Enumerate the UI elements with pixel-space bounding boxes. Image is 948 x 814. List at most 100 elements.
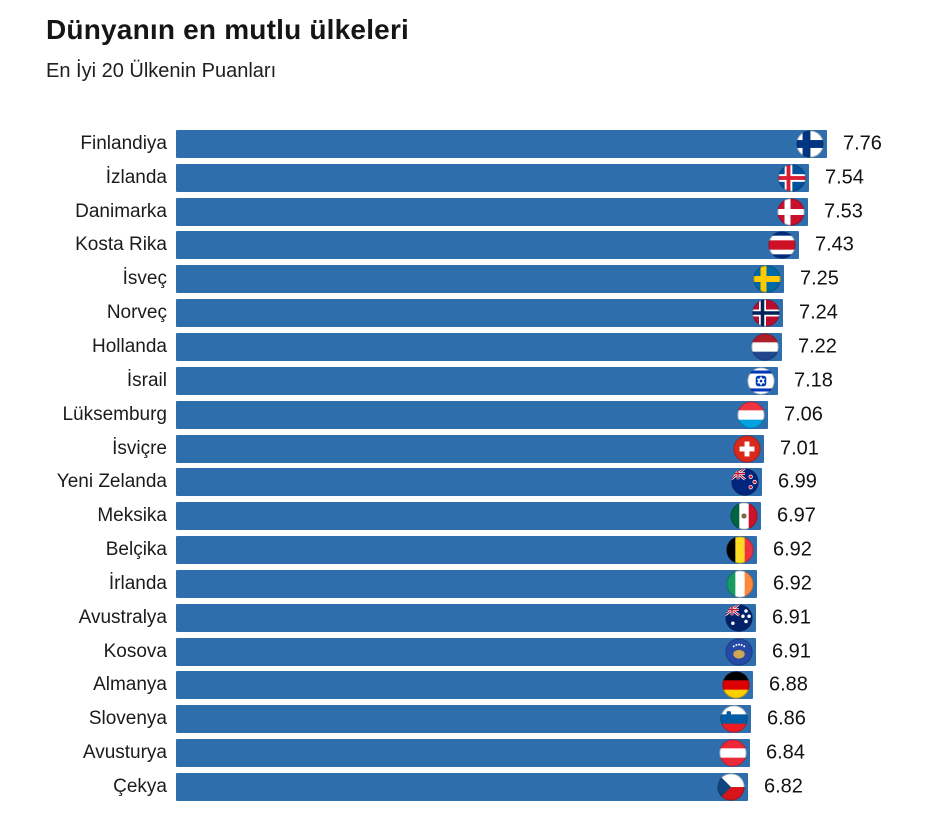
country-label: Avusturya — [82, 742, 167, 764]
austria-flag-icon — [719, 739, 747, 767]
country-label: Çekya — [113, 775, 167, 797]
bar-row: Norveç 7.24 — [0, 296, 948, 330]
bar — [176, 231, 799, 260]
value-label: 6.82 — [764, 775, 803, 798]
value-label: 7.24 — [799, 301, 838, 324]
bar-track: 6.82 — [176, 772, 948, 801]
bar-row: Belçika 6.92 — [0, 533, 948, 567]
bar — [176, 265, 784, 294]
netherlands-flag-icon — [751, 333, 779, 361]
chart-subtitle: En İyi 20 Ülkenin Puanları — [46, 60, 277, 82]
bar — [176, 197, 808, 226]
bar — [176, 603, 756, 632]
country-label: Norveç — [106, 302, 167, 324]
value-label: 7.54 — [825, 166, 864, 189]
australia-flag-icon — [725, 604, 753, 632]
bar-track: 7.76 — [176, 129, 948, 158]
ireland-flag-icon — [726, 570, 754, 598]
country-label: Danimarka — [75, 200, 167, 222]
israel-flag-icon — [747, 367, 775, 395]
value-label: 6.91 — [772, 640, 811, 663]
value-label: 6.88 — [769, 673, 808, 696]
norway-flag-icon — [752, 299, 780, 327]
bar-track: 7.24 — [176, 299, 948, 328]
bar — [176, 129, 827, 158]
value-label: 7.01 — [780, 437, 819, 460]
bar-row: İsrail 7.18 — [0, 364, 948, 398]
new-zealand-flag-icon — [731, 468, 759, 497]
bar-row: Çekya 6.82 — [0, 770, 948, 804]
bar-row: İsveç 7.25 — [0, 262, 948, 296]
value-label: 7.43 — [815, 233, 854, 256]
czechia-flag-icon — [717, 773, 745, 801]
bar-track: 7.18 — [176, 366, 948, 395]
bar-track: 7.43 — [176, 231, 948, 260]
bar-track: 6.88 — [176, 671, 948, 700]
bar-row: Meksika 6.97 — [0, 499, 948, 533]
value-label: 6.92 — [773, 572, 812, 595]
bar-track: 7.25 — [176, 265, 948, 294]
bar — [176, 705, 751, 734]
bar — [176, 400, 768, 429]
belgium-flag-icon — [726, 536, 754, 564]
bar-row: Almanya 6.88 — [0, 669, 948, 703]
bar-track: 6.91 — [176, 603, 948, 632]
country-label: Almanya — [93, 674, 167, 696]
bar-track: 7.06 — [176, 400, 948, 429]
chart-title: Dünyanın en mutlu ülkeleri — [46, 14, 410, 45]
bar — [176, 299, 783, 328]
value-label: 6.91 — [772, 606, 811, 629]
bar — [176, 772, 748, 801]
country-label: Kosova — [103, 640, 167, 662]
bar-row: Finlandiya 7.76 — [0, 127, 948, 161]
bar-row: Yeni Zelanda 6.99 — [0, 465, 948, 499]
sweden-flag-icon — [753, 265, 781, 293]
bar-track: 6.84 — [176, 739, 948, 768]
bar-row: Kosta Rika 7.43 — [0, 229, 948, 263]
denmark-flag-icon — [777, 197, 805, 226]
bar — [176, 366, 778, 395]
value-label: 6.86 — [767, 707, 806, 730]
value-label: 7.25 — [800, 267, 839, 290]
bar — [176, 502, 761, 531]
bar-track: 7.01 — [176, 434, 948, 463]
country-label: Hollanda — [92, 335, 167, 357]
country-label: İsveç — [122, 268, 167, 290]
country-label: Kosta Rika — [75, 234, 167, 256]
value-label: 7.53 — [824, 200, 863, 223]
country-label: Finlandiya — [80, 132, 167, 154]
country-label: Lüksemburg — [62, 403, 167, 425]
bar-track: 6.97 — [176, 502, 948, 531]
bar-track: 7.53 — [176, 197, 948, 226]
country-label: Slovenya — [88, 708, 167, 730]
value-label: 7.18 — [794, 369, 833, 392]
bar-track: 6.99 — [176, 468, 948, 497]
bar — [176, 739, 750, 768]
iceland-flag-icon — [778, 164, 806, 192]
bar-row: Hollanda 7.22 — [0, 330, 948, 364]
bar-row: Lüksemburg 7.06 — [0, 398, 948, 432]
value-label: 6.99 — [778, 470, 817, 493]
bar — [176, 163, 809, 192]
bar — [176, 332, 782, 361]
country-label: İsviçre — [112, 437, 167, 459]
bar — [176, 536, 757, 565]
bar-row: İsviçre 7.01 — [0, 432, 948, 466]
bar-row: İzlanda 7.54 — [0, 161, 948, 195]
bar-track: 7.22 — [176, 332, 948, 361]
bar-track: 6.91 — [176, 637, 948, 666]
bar-track: 7.54 — [176, 163, 948, 192]
kosovo-flag-icon — [725, 637, 753, 666]
country-label: Belçika — [105, 539, 167, 561]
country-label: İrlanda — [108, 572, 167, 594]
bar-row: İrlanda 6.92 — [0, 567, 948, 601]
country-label: İsrail — [126, 369, 167, 391]
bar-row: Avusturya 6.84 — [0, 736, 948, 770]
mexico-flag-icon — [730, 502, 758, 530]
switzerland-flag-icon — [733, 434, 761, 463]
value-label: 7.22 — [798, 335, 837, 358]
value-label: 7.06 — [784, 403, 823, 426]
bar-row: Kosova 6.91 — [0, 635, 948, 669]
bar — [176, 569, 757, 598]
